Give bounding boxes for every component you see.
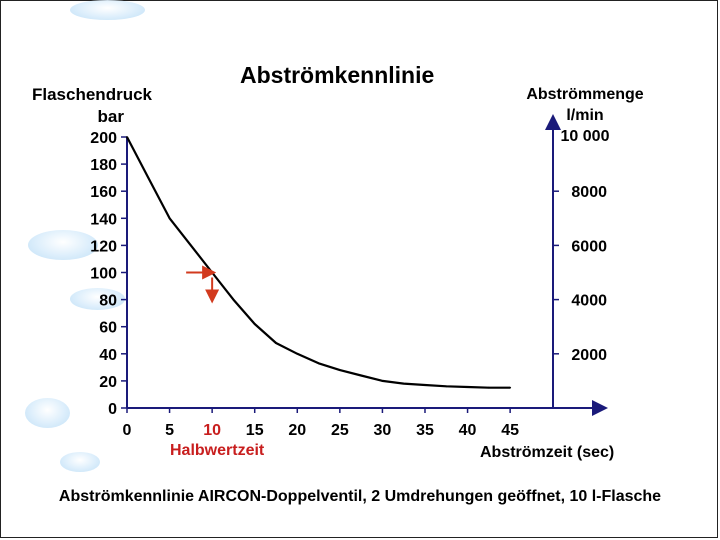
halbwertzeit-label: Halbwertzeit: [170, 442, 265, 459]
y-right-tick-label: 4000: [571, 293, 607, 310]
pressure-curve: [126, 136, 511, 389]
x-tick-label: 20: [288, 422, 306, 439]
curve-point: [338, 369, 341, 371]
y-right-tick-label: 8000: [571, 184, 607, 201]
x-tick-label: 15: [246, 422, 264, 439]
y-tick-label: 100: [90, 266, 117, 283]
cloud-decoration: [28, 230, 98, 260]
y-tick-label: 180: [90, 157, 117, 174]
x-axis-label: Abströmzeit (sec): [480, 444, 615, 461]
y-tick-label: 140: [90, 211, 117, 228]
right-axis-label: Abströmmenge l/min 10 000: [510, 84, 660, 147]
y-tick-label: 40: [99, 347, 117, 364]
curve-point: [253, 323, 256, 325]
curve-point: [168, 217, 171, 220]
chart-title: Abströmkennlinie: [240, 62, 435, 88]
cloud-decoration: [60, 452, 100, 472]
y-right-tick-label: 2000: [571, 347, 607, 364]
x-tick-label: 10: [203, 422, 221, 439]
curve-point: [445, 385, 448, 388]
curve-point: [296, 352, 299, 355]
curve-point: [381, 380, 384, 382]
curve-point: [487, 386, 490, 389]
curve-point: [509, 386, 512, 389]
x-tick-label: 30: [374, 422, 392, 439]
y-tick-label: 20: [99, 374, 117, 391]
cloud-decoration: [25, 398, 70, 428]
curve-point: [402, 382, 405, 385]
x-tick-label: 25: [331, 422, 349, 439]
curve-point: [317, 362, 320, 365]
y-tick-label: 60: [99, 320, 117, 337]
curve-point: [147, 176, 150, 179]
y-right-tick-label: 6000: [571, 238, 607, 255]
right-axis-label-line3: 10 000: [560, 128, 610, 145]
curve-point: [211, 271, 214, 274]
x-tick-label: 0: [123, 422, 132, 439]
right-axis-label-line1: Abströmmenge: [526, 86, 644, 103]
x-tick-label: 35: [416, 422, 434, 439]
y-tick-label: 200: [90, 130, 117, 147]
curve-point: [126, 136, 128, 138]
curve-point: [466, 386, 469, 388]
curve-point: [360, 374, 363, 377]
curve-point: [232, 298, 235, 301]
x-tick-label: 45: [501, 422, 519, 439]
curve-point: [189, 244, 192, 247]
left-axis-label-line2: bar: [97, 107, 124, 126]
x-tick-label: 40: [459, 422, 477, 439]
cloud-decoration: [70, 0, 145, 20]
cloud-decoration: [70, 288, 125, 310]
y-tick-label: 80: [99, 293, 117, 310]
y-tick-label: 0: [108, 401, 117, 418]
chart-caption: Abströmkennlinie AIRCON-Doppelventil, 2 …: [58, 488, 662, 505]
left-axis-label: Flaschendruck bar: [22, 84, 152, 128]
curve-point: [424, 384, 426, 386]
left-axis-label-line1: Flaschendruck: [32, 85, 152, 104]
y-tick-label: 160: [90, 184, 117, 201]
curve-point: [275, 342, 277, 344]
right-axis-label-line2: l/min: [566, 107, 604, 124]
y-tick-label: 120: [90, 238, 117, 255]
x-tick-label: 5: [165, 422, 174, 439]
